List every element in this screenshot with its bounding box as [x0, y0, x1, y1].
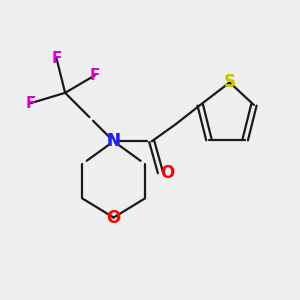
- Text: S: S: [224, 74, 236, 92]
- Text: S: S: [224, 74, 236, 92]
- Text: O: O: [106, 208, 121, 226]
- Text: N: N: [107, 132, 121, 150]
- Text: N: N: [107, 132, 121, 150]
- Text: F: F: [25, 96, 36, 111]
- Text: O: O: [160, 164, 174, 181]
- Text: F: F: [51, 51, 62, 66]
- Text: F: F: [89, 68, 100, 83]
